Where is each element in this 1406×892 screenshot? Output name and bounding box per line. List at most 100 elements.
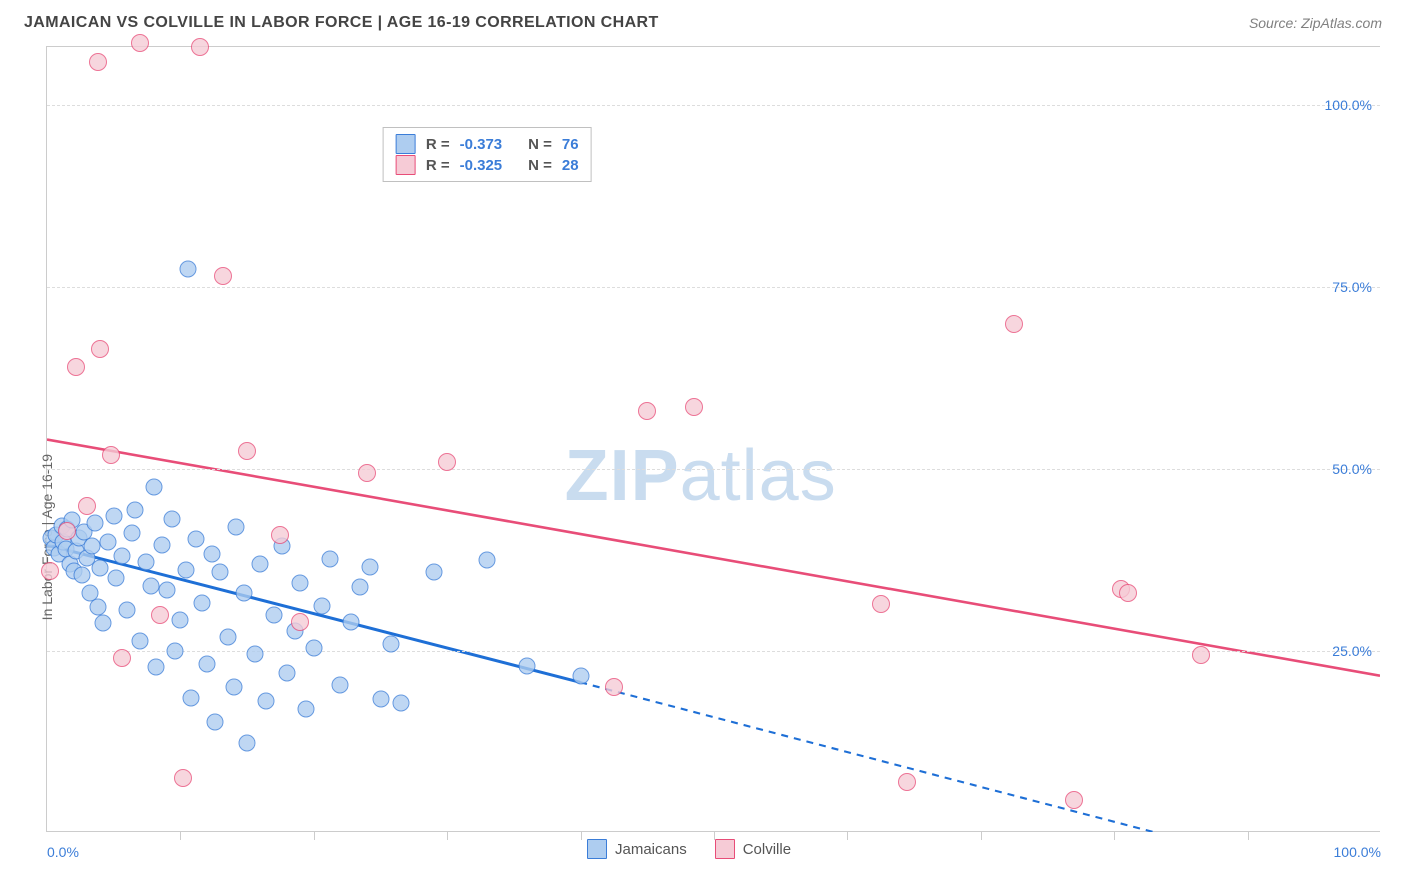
gridline [47,105,1380,106]
watermark-light: atlas [680,436,837,516]
scatter-point [67,358,85,376]
stats-r-label: R = [426,157,450,174]
x-tick [981,832,982,840]
scatter-point [425,564,442,581]
scatter-point [204,545,221,562]
scatter-point [113,548,130,565]
legend-swatch [396,155,416,175]
stats-legend-row: R =-0.325N =28 [396,155,579,175]
scatter-point [167,643,184,660]
scatter-point [119,602,136,619]
x-tick [847,832,848,840]
y-tick-label: 50.0% [1332,461,1372,477]
scatter-point [132,632,149,649]
legend-swatch [587,839,607,859]
scatter-point [1119,584,1137,602]
scatter-point [113,649,131,667]
scatter-point [257,692,274,709]
x-tick [447,832,448,840]
scatter-point [148,659,165,676]
series-legend-label: Colville [743,841,791,858]
scatter-point [84,538,101,555]
scatter-point [89,599,106,616]
scatter-point [95,615,112,632]
series-legend: Jamaicans Colville [587,839,791,859]
scatter-point [207,714,224,731]
scatter-point [343,613,360,630]
scatter-point [321,551,338,568]
source-label: Source: ZipAtlas.com [1249,15,1382,31]
series-legend-item: Colville [715,839,791,859]
trend-line [47,440,1380,676]
scatter-point [108,570,125,587]
watermark-bold: ZIP [565,436,680,516]
scatter-point [236,584,253,601]
scatter-point [372,691,389,708]
scatter-point [383,635,400,652]
scatter-point [305,640,322,657]
scatter-point [247,645,264,662]
scatter-point [87,514,104,531]
scatter-point [239,734,256,751]
scatter-point [124,525,141,542]
scatter-point [332,676,349,693]
scatter-point [214,267,232,285]
scatter-point [199,656,216,673]
scatter-point [605,678,623,696]
scatter-point [358,464,376,482]
scatter-point [73,567,90,584]
scatter-point [1192,646,1210,664]
scatter-point [188,530,205,547]
scatter-point [177,561,194,578]
scatter-point [872,595,890,613]
trend-lines-layer [47,47,1380,832]
scatter-point [92,560,109,577]
scatter-point [58,522,76,540]
trend-line [580,682,1153,832]
scatter-point [1065,791,1083,809]
scatter-point [392,695,409,712]
scatter-point [143,577,160,594]
scatter-point [572,667,589,684]
scatter-point [183,689,200,706]
scatter-point [265,606,282,623]
scatter-point [78,497,96,515]
chart-title: JAMAICAN VS COLVILLE IN LABOR FORCE | AG… [24,14,659,32]
scatter-point [180,260,197,277]
stats-n-value: 28 [562,157,579,174]
correlation-scatter-chart: In Labor Force | Age 16-19 ZIPatlas R =-… [46,46,1380,832]
x-tick [180,832,181,840]
scatter-point [252,555,269,572]
stats-r-label: R = [426,136,450,153]
scatter-point [193,595,210,612]
series-legend-label: Jamaicans [615,841,687,858]
scatter-point [225,679,242,696]
scatter-point [271,526,289,544]
stats-n-label: N = [528,157,552,174]
stats-legend-row: R =-0.373N =76 [396,134,579,154]
scatter-point [127,501,144,518]
y-tick-label: 100.0% [1325,97,1372,113]
stats-legend-box: R =-0.373N =76R =-0.325N =28 [383,127,592,182]
scatter-point [172,612,189,629]
scatter-point [479,552,496,569]
scatter-point [174,769,192,787]
stats-n-value: 76 [562,136,579,153]
scatter-point [1005,315,1023,333]
x-tick [314,832,315,840]
x-tick [1248,832,1249,840]
legend-swatch [396,134,416,154]
gridline [47,287,1380,288]
scatter-point [91,340,109,358]
scatter-point [352,579,369,596]
scatter-point [438,453,456,471]
scatter-point [100,533,117,550]
scatter-point [102,446,120,464]
scatter-point [145,479,162,496]
series-legend-item: Jamaicans [587,839,687,859]
plot-area: ZIPatlas R =-0.373N =76R =-0.325N =28 25… [47,47,1380,832]
scatter-point [638,402,656,420]
x-tick [1114,832,1115,840]
y-tick-label: 25.0% [1332,643,1372,659]
scatter-point [291,613,309,631]
